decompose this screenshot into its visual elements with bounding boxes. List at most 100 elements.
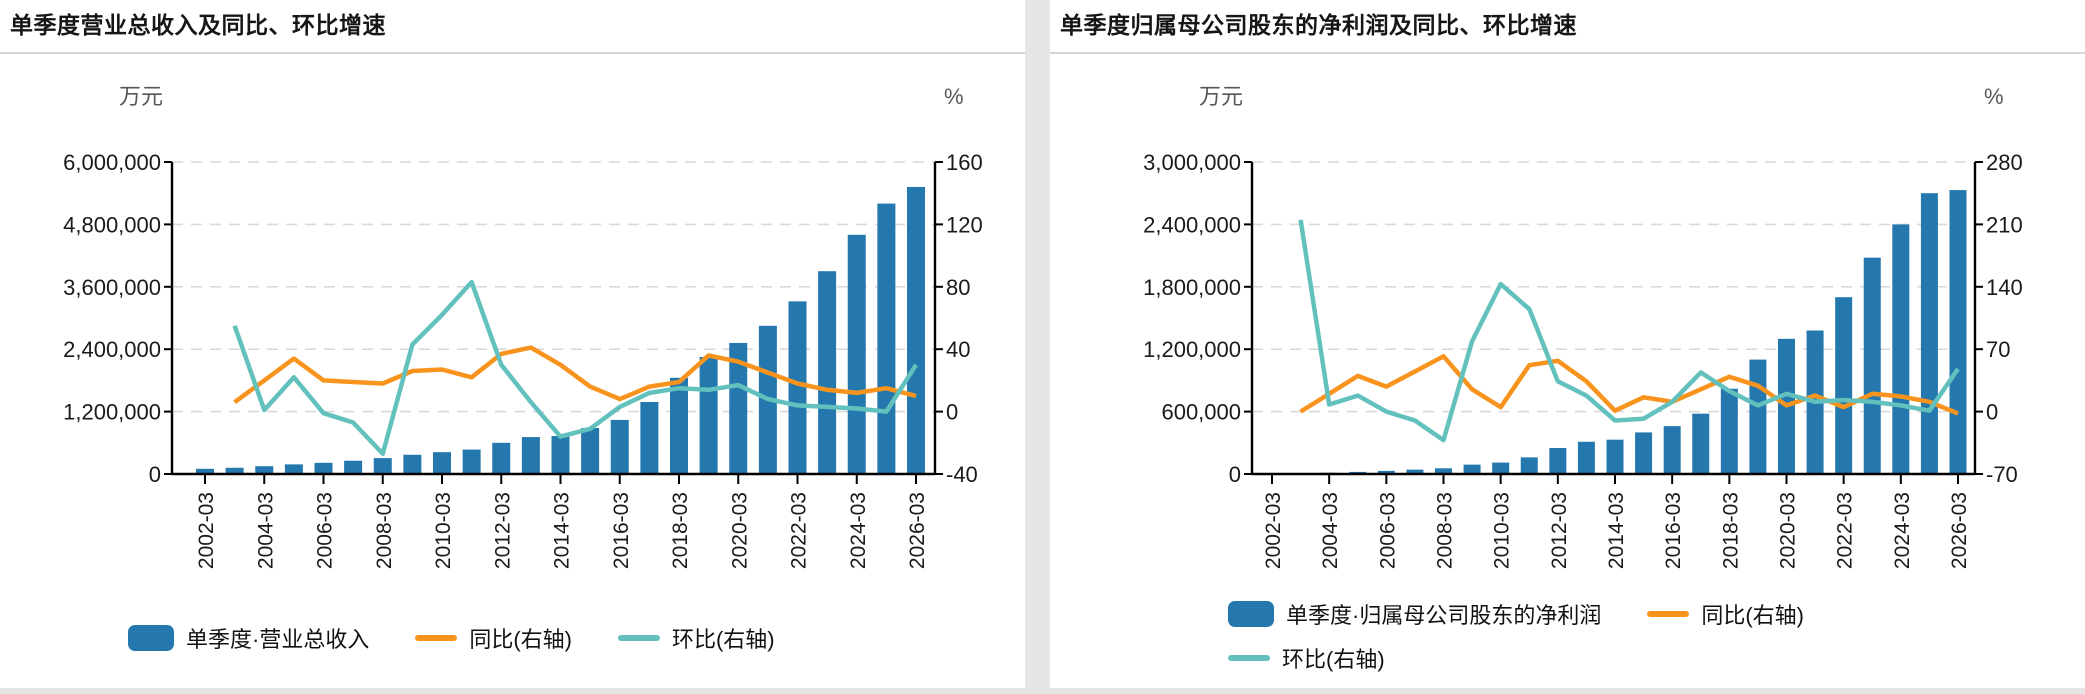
x-axis-tick-label: 2008-03: [1434, 492, 1457, 569]
bar-2006-03: [1377, 470, 1395, 474]
line-swatch-icon: [1228, 655, 1270, 661]
right-axis-unit: %: [1984, 84, 2004, 109]
bar-2025-03: [877, 203, 896, 474]
bar-2017-03: [1692, 413, 1710, 474]
title-separator: [1050, 52, 2085, 54]
x-axis-tick-label: 2010-03: [1491, 492, 1514, 569]
bar-2018-03: [1720, 388, 1738, 474]
bar-2019-03: [1749, 359, 1767, 474]
bar-2007-03: [1406, 469, 1424, 474]
left-axis-tick-label: 3,600,000: [63, 275, 161, 300]
x-axis-tick-label: 2024-03: [1891, 492, 1914, 569]
right-axis-tick-label: 160: [946, 150, 983, 175]
bar-swatch-icon: [128, 625, 174, 651]
x-axis-tick-label: 2024-03: [847, 492, 870, 569]
qoq-line: [1298, 219, 1960, 443]
bar-2023-03: [1863, 257, 1881, 474]
line-swatch-icon: [1647, 611, 1690, 617]
x-axis-tick-label: 2016-03: [1662, 492, 1685, 569]
left-axis-tick-label: 3,000,000: [1143, 150, 1241, 175]
left-axis-tick-label: 0: [149, 462, 161, 487]
title-separator: [0, 52, 1025, 54]
x-axis-tick-label: 2006-03: [314, 492, 337, 569]
bar-2005-03: [284, 464, 303, 474]
line-swatch-icon: [415, 635, 458, 641]
x-axis-tick-label: 2004-03: [1319, 492, 1342, 569]
right-axis-tick-label: 0: [1986, 400, 1998, 425]
right-axis-unit: %: [944, 84, 964, 109]
legend-label: 环比(右轴): [1282, 647, 1385, 672]
bar-2011-03: [462, 449, 481, 474]
legend-item-yoy: 同比(右轴): [1647, 598, 1804, 630]
revenue-panel: 0 -40 1,200,000 0 2,400,000 40 3,600,000 80 4,80…: [0, 0, 1025, 688]
legend-label: 同比(右轴): [469, 627, 572, 652]
bar-2015-03: [1635, 432, 1653, 474]
bar-2014-03: [1606, 439, 1624, 474]
net-profit-panel: 0 -70 600,000 0 1,200,000 70 1,800,000 140 2,400…: [1050, 0, 2085, 688]
legend-label: 单季度·营业总收入: [186, 627, 370, 652]
revenue-chart-legend: 单季度·营业总收入 同比(右轴) 环比(右轴): [128, 622, 821, 666]
x-axis-tick-label: 2004-03: [254, 492, 277, 569]
legend-item-bar: 单季度·归属母公司股东的净利润: [1228, 598, 1601, 630]
left-axis-tick-label: 600,000: [1161, 400, 1241, 425]
bar-2012-03: [1549, 448, 1567, 474]
bar-2014-03: [551, 436, 570, 474]
x-axis-tick-label: 2012-03: [1548, 492, 1571, 569]
bar-2008-03: [373, 458, 392, 474]
right-axis-tick-label: 280: [1986, 150, 2023, 175]
bar-2010-03: [1492, 462, 1510, 474]
bar-2025-03: [1920, 193, 1938, 474]
right-axis-tick-label: 140: [1986, 275, 2023, 300]
x-axis-tick-label: 2026-03: [1948, 492, 1971, 569]
bar-2016-03: [610, 419, 629, 474]
legend-row: 单季度·营业总收入 同比(右轴) 环比(右轴): [128, 622, 821, 654]
right-axis-tick-label: 40: [946, 337, 970, 362]
x-axis-tick-label: 2018-03: [669, 492, 692, 569]
bar-2026-03: [907, 186, 925, 474]
legend-item-qoq: 环比(右轴): [1228, 642, 1385, 674]
bar-2012-03: [492, 442, 511, 474]
x-axis-tick-label: 2002-03: [195, 492, 218, 569]
left-axis-tick-label: 0: [1229, 462, 1241, 487]
left-axis-unit: 万元: [1199, 84, 1243, 109]
bar-2022-03: [788, 301, 807, 474]
x-axis-tick-label: 2026-03: [906, 492, 929, 569]
left-axis-tick-label: 1,800,000: [1143, 275, 1241, 300]
right-axis-tick-label: 70: [1986, 337, 2010, 362]
x-axis-tick-label: 2002-03: [1262, 492, 1285, 569]
left-axis-tick-label: 1,200,000: [1143, 337, 1241, 362]
x-axis-tick-label: 2012-03: [491, 492, 514, 569]
yoy-line: [233, 345, 917, 405]
x-axis-tick-label: 2016-03: [610, 492, 633, 569]
net-profit-chart-title: 单季度归属母公司股东的净利润及同比、环比增速: [1060, 12, 1577, 38]
x-axis-tick-label: 2008-03: [373, 492, 396, 569]
bar-2003-03: [225, 467, 244, 474]
bar-2022-03: [1835, 297, 1853, 474]
right-axis-tick-label: 0: [946, 400, 958, 425]
net-profit-chart-canvas: 0 -70 600,000 0 1,200,000 70 1,800,000 140 2,400…: [1143, 84, 2023, 569]
bar-2008-03: [1435, 468, 1452, 474]
left-axis-tick-label: 2,400,000: [1143, 212, 1241, 237]
bar-2016-03: [1663, 426, 1681, 474]
bar-2026-03: [1949, 190, 1967, 474]
x-axis-tick-label: 2014-03: [1605, 492, 1628, 569]
qoq-line: [232, 279, 918, 456]
left-axis-tick-label: 4,800,000: [63, 212, 161, 237]
legend-label: 环比(右轴): [671, 627, 775, 652]
bar-2017-03: [640, 401, 659, 474]
bar-2002-03: [196, 468, 214, 474]
bar-2004-03: [255, 466, 274, 474]
line-swatch-icon: [617, 635, 660, 641]
bar-2024-03: [847, 234, 866, 474]
bar-2024-03: [1892, 224, 1910, 474]
left-axis-unit: 万元: [119, 84, 163, 109]
right-axis-tick-label: -70: [1986, 462, 2018, 487]
right-axis-tick-label: 120: [946, 212, 983, 237]
left-axis-tick-label: 6,000,000: [63, 150, 161, 175]
yoy-line: [1299, 354, 1959, 416]
x-axis-tick-label: 2018-03: [1719, 492, 1742, 569]
bar-2011-03: [1520, 457, 1538, 474]
net-profit-chart-legend: 单季度·归属母公司股东的净利润 同比(右轴) 环比(右轴): [1228, 598, 1850, 686]
legend-item-yoy: 同比(右轴): [415, 622, 572, 654]
